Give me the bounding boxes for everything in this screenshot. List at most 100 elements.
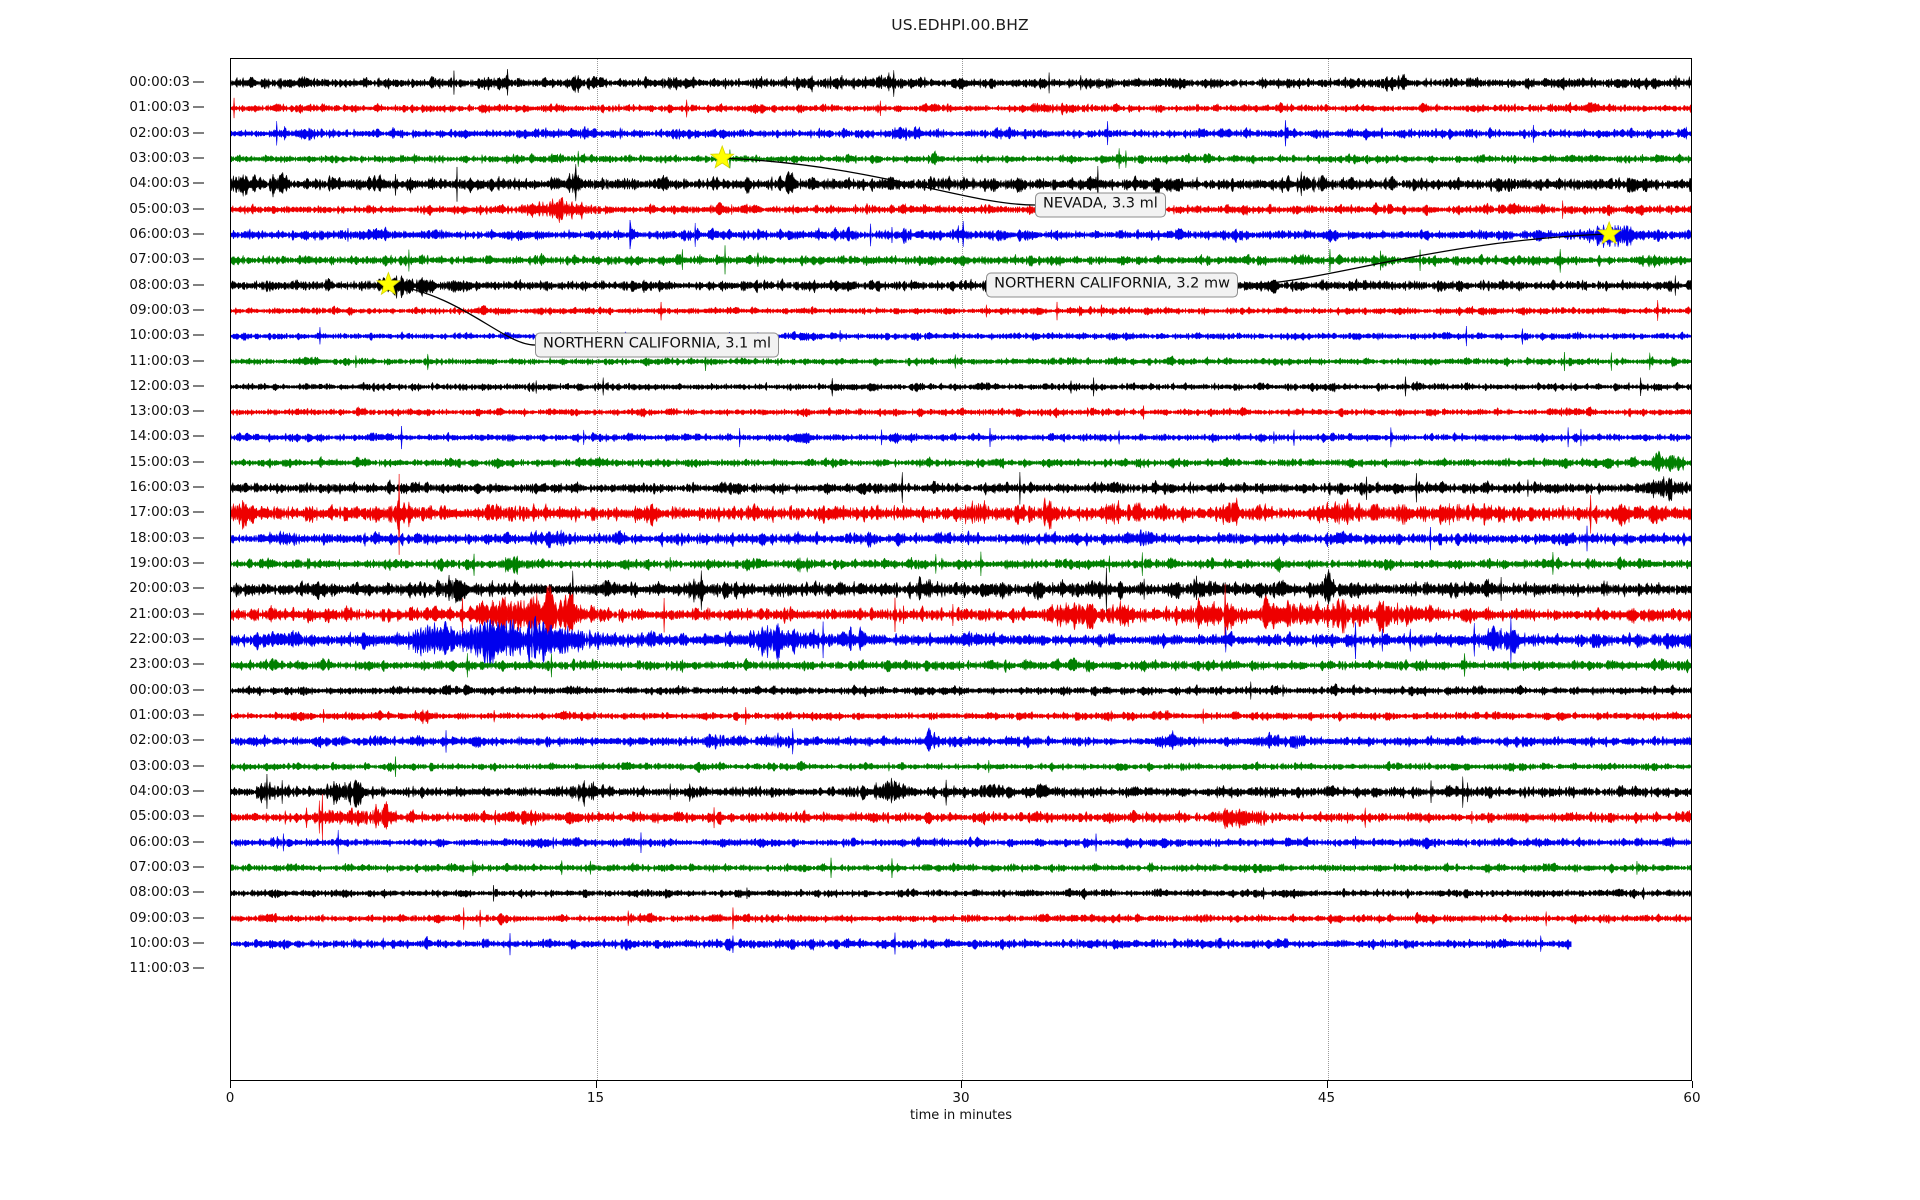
y-tick-label: 07:00:03 [129,858,190,875]
y-tick-label: 09:00:03 [129,909,190,926]
plot-area [230,58,1692,1081]
trace-row [231,756,1691,777]
y-tick-mark [193,815,204,817]
x-axis: 0 15 30 45 60 [226,1081,1701,1121]
event-annotation-label[interactable]: NEVADA, 3.3 ml [1035,192,1166,218]
trace-row [231,164,1691,202]
waveform-traces [231,69,1691,956]
y-tick-mark [193,157,204,159]
y-tick-mark [193,765,204,767]
trace-row [231,376,1691,397]
x-tick-label: 45 [1317,1090,1336,1106]
y-tick-mark [193,714,204,716]
trace-row [231,583,1691,647]
y-tick-mark [193,790,204,792]
y-tick-label: 14:00:03 [129,428,190,445]
y-tick-mark [193,917,204,919]
y-tick-label: 06:00:03 [129,833,190,850]
trace-row [231,774,1691,809]
y-tick-label: 02:00:03 [129,732,190,749]
y-tick-label: 01:00:03 [129,99,190,116]
trace-row [231,885,1691,902]
trace-row [231,567,1691,612]
trace-row [231,196,1691,223]
y-tick-label: 03:00:03 [129,757,190,774]
trace-row [231,472,1691,505]
y-tick-label: 09:00:03 [129,301,190,318]
trace-row [231,325,1691,347]
y-tick-label: 19:00:03 [129,555,190,572]
x-tick-label: 15 [586,1090,605,1106]
event-annotation-label[interactable]: NORTHERN CALIFORNIA, 3.1 ml [535,332,780,358]
trace-row [231,907,1691,930]
trace-row [231,794,1691,840]
y-tick-label: 15:00:03 [129,453,190,470]
trace-row [231,525,1691,552]
y-tick-label: 02:00:03 [129,124,190,141]
trace-row [231,245,1691,275]
trace-row [231,352,1691,372]
y-tick-mark [193,284,204,286]
page-title: US.EDHPI.00.BHZ [891,16,1029,34]
y-tick-mark [193,511,204,513]
y-tick-label: 03:00:03 [129,149,190,166]
trace-row [231,219,1691,250]
trace-row [231,120,1691,147]
y-tick-mark [193,663,204,665]
y-tick-mark [193,208,204,210]
y-tick-label: 23:00:03 [129,656,190,673]
y-tick-mark [193,866,204,868]
y-tick-mark [193,638,204,640]
x-tick-mark [230,1081,231,1088]
y-tick-label: 05:00:03 [129,808,190,825]
y-tick-label: 00:00:03 [129,681,190,698]
y-tick-mark [193,334,204,336]
y-tick-label: 11:00:03 [129,960,190,977]
y-axis: 00:00:03 01:00:03 02:00:03 03:00:03 04:00:03… [0,58,230,1081]
trace-row [231,727,1691,755]
y-tick-label: 08:00:03 [129,276,190,293]
y-tick-mark [193,841,204,843]
x-axis-title: time in minutes [909,1108,1013,1123]
y-tick-mark [193,258,204,260]
trace-row [231,69,1691,97]
y-tick-label: 10:00:03 [129,327,190,344]
y-tick-label: 13:00:03 [129,403,190,420]
trace-row [231,274,1691,299]
x-tick-label: 60 [1683,1090,1701,1106]
trace-row [231,405,1691,420]
y-tick-label: 00:00:03 [129,74,190,90]
y-tick-mark [193,461,204,463]
y-tick-mark [193,435,204,437]
y-tick-mark [193,587,204,589]
y-tick-label: 18:00:03 [129,529,190,546]
event-annotation-label[interactable]: NORTHERN CALIFORNIA, 3.2 mw [986,272,1238,298]
y-tick-label: 08:00:03 [129,884,190,901]
y-tick-mark [193,537,204,539]
y-tick-label: 04:00:03 [129,782,190,799]
y-tick-mark [193,410,204,412]
y-tick-mark [193,689,204,691]
y-tick-label: 12:00:03 [129,377,190,394]
trace-row [231,932,1572,956]
x-tick-label: 30 [952,1090,970,1106]
trace-row [231,551,1691,576]
x-tick-mark [1692,1081,1693,1088]
trace-row [231,425,1691,450]
y-tick-mark [193,106,204,108]
y-tick-mark [193,891,204,893]
trace-row [231,857,1691,879]
y-tick-label: 10:00:03 [129,934,190,951]
trace-row [231,148,1691,169]
y-tick-label: 21:00:03 [129,605,190,622]
trace-row [231,300,1691,321]
trace-row [231,829,1691,855]
y-tick-mark [193,486,204,488]
y-tick-mark [193,233,204,235]
y-tick-label: 01:00:03 [129,707,190,723]
y-tick-mark [193,967,204,969]
y-tick-mark [193,360,204,362]
y-tick-mark [193,942,204,944]
y-tick-mark [193,132,204,134]
